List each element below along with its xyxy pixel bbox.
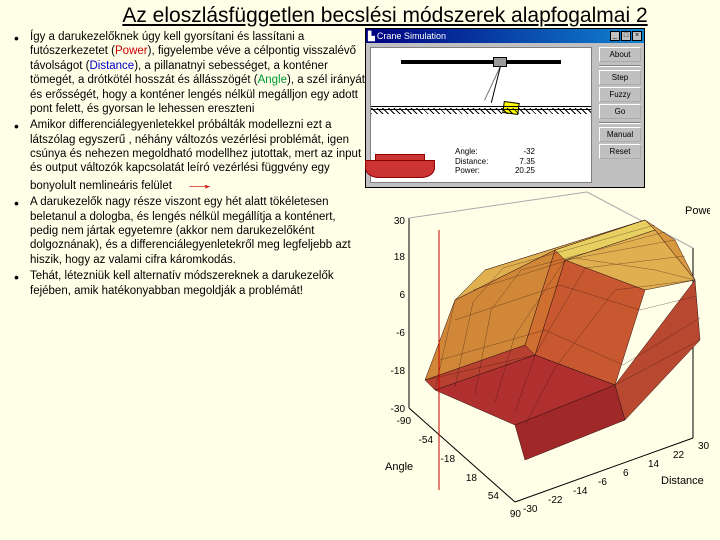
svg-text:-6: -6 [598, 477, 607, 488]
svg-text:30: 30 [394, 216, 406, 227]
reset-button[interactable]: Reset [599, 144, 641, 159]
fuzzy-button[interactable]: Fuzzy [599, 87, 641, 102]
bullet-3: A darukezelők nagy része viszont egy hét… [8, 195, 365, 267]
axis-label-angle: Angle [385, 461, 413, 473]
svg-text:22: 22 [673, 450, 685, 461]
text-column: Így a darukezelőknek úgy kell gyorsítani… [0, 30, 365, 300]
svg-text:30: 30 [698, 441, 710, 452]
sim-title: Crane Simulation [377, 31, 446, 41]
bullet-2: Amikor differenciálegyenletekkel próbált… [8, 118, 365, 193]
crane-beam [401, 60, 561, 64]
svg-text:-22: -22 [548, 495, 563, 506]
svg-text:54: 54 [488, 491, 500, 502]
ground-hatch [371, 108, 591, 114]
sim-sidebar: About Step Fuzzy Go Manual Reset [596, 43, 644, 187]
visual-column: ▙ Crane Simulation _ □ × [365, 28, 720, 520]
svg-text:18: 18 [466, 473, 478, 484]
svg-text:-54: -54 [419, 435, 434, 446]
bullet-list: Így a darukezelőknek úgy kell gyorsítani… [8, 30, 365, 298]
svg-text:-30: -30 [391, 404, 406, 415]
sim-stats: Angle:-32 Distance:7.35 Power:20.25 [455, 147, 535, 176]
sim-canvas: Angle:-32 Distance:7.35 Power:20.25 [370, 47, 592, 183]
highlight-power: Power [115, 45, 148, 57]
minimize-icon[interactable]: _ [610, 31, 620, 41]
close-icon[interactable]: × [632, 31, 642, 41]
svg-text:-14: -14 [573, 486, 588, 497]
svg-text:90: 90 [510, 509, 522, 520]
bullet-1: Így a darukezelőknek úgy kell gyorsítani… [8, 30, 365, 116]
svg-text:6: 6 [623, 468, 629, 479]
svg-text:-6: -6 [396, 328, 405, 339]
axis-label-distance: Distance [661, 475, 704, 487]
crane-sim-window: ▙ Crane Simulation _ □ × [365, 28, 645, 188]
manual-button[interactable]: Manual [599, 127, 641, 142]
svg-text:-18: -18 [391, 366, 406, 377]
sim-titlebar: ▙ Crane Simulation _ □ × [366, 29, 644, 43]
arrow-icon: → [182, 176, 217, 194]
ship [365, 148, 435, 178]
about-button[interactable]: About [599, 47, 641, 62]
svg-text:-90: -90 [397, 416, 412, 427]
surface-chart: 30 18 6 -6 -18 -30 -90 -54 -18 18 54 90 [365, 190, 710, 520]
step-button[interactable]: Step [599, 70, 641, 85]
bullet-4: Tehát, létezniük kell alternatív módszer… [8, 269, 365, 298]
crane-icon: ▙ [368, 31, 375, 42]
go-button[interactable]: Go [599, 104, 641, 119]
maximize-icon[interactable]: □ [621, 31, 631, 41]
axis-label-power: Power [685, 205, 710, 217]
svg-text:14: 14 [648, 459, 660, 470]
highlight-angle: Angle [258, 74, 287, 86]
svg-text:18: 18 [394, 252, 406, 263]
svg-text:-30: -30 [523, 504, 538, 515]
highlight-distance: Distance [89, 60, 134, 72]
svg-text:6: 6 [399, 290, 405, 301]
page-title: Az eloszlásfüggetlen becslési módszerek … [0, 0, 720, 30]
svg-text:-18: -18 [441, 454, 456, 465]
